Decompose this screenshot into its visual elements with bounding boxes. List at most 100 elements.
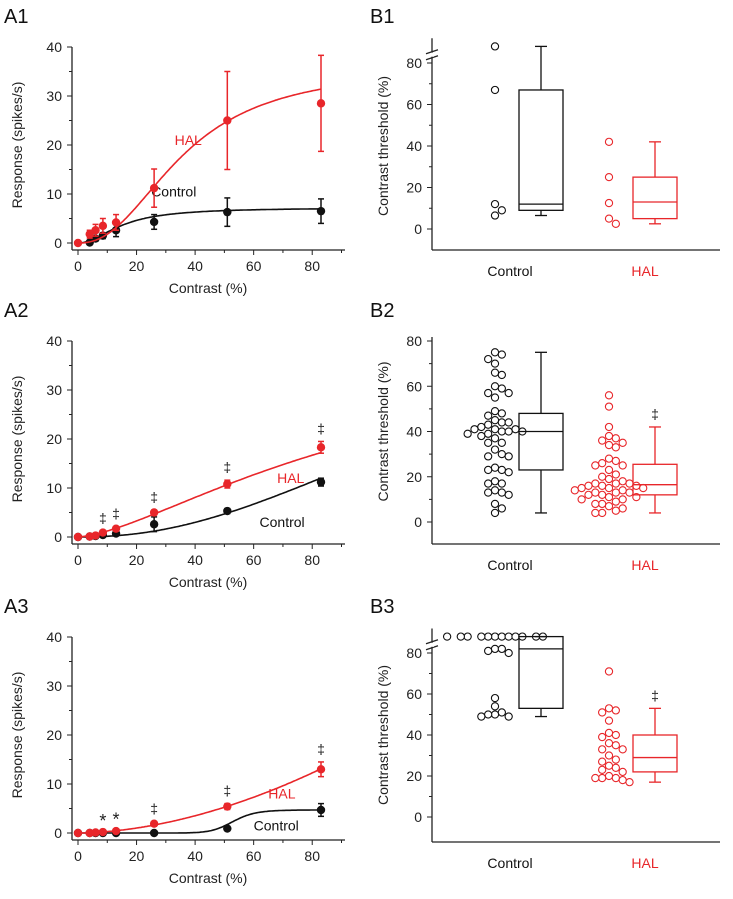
x-tick-label: 80 [304, 848, 320, 864]
category-label-hal: HAL [631, 557, 658, 573]
data-point-control [484, 411, 493, 420]
data-point-hal [604, 465, 614, 475]
y-tick-label: 60 [406, 686, 422, 702]
data-point-hal [618, 767, 627, 777]
data-point-control [490, 348, 500, 357]
x-tick-label: 60 [246, 552, 262, 568]
data-point-hal [604, 704, 614, 713]
data-point-hal [591, 479, 600, 488]
data-point-control [497, 384, 506, 393]
data-point-hal [604, 492, 614, 502]
data-point-hal [316, 765, 326, 774]
data-point-control [149, 217, 159, 227]
data-point-hal [604, 391, 614, 400]
significance-marker: * [113, 810, 120, 830]
data-point-control [504, 648, 513, 658]
x-tick-label: 40 [187, 258, 203, 274]
data-point-hal [591, 461, 600, 470]
data-point-control [490, 693, 500, 703]
data-point-hal [611, 497, 620, 506]
data-point-hal [611, 730, 620, 740]
data-point-control [490, 644, 500, 654]
x-tick-label: 0 [74, 848, 82, 864]
data-point-hal [625, 488, 634, 497]
x-tick-label: 40 [187, 552, 203, 568]
y-tick-label: 30 [46, 382, 62, 398]
data-point-hal [604, 761, 614, 770]
y-tick-label: 60 [406, 378, 422, 394]
x-tick-label: 20 [129, 552, 145, 568]
series-label-hal: HAL [277, 470, 304, 486]
data-point-control [504, 490, 513, 499]
data-point-control [504, 452, 513, 461]
data-point-hal [611, 741, 620, 750]
data-point-control [497, 206, 506, 215]
y-tick-label: 40 [406, 727, 422, 743]
data-point-control [504, 418, 513, 427]
box-control [518, 635, 564, 709]
y-tick-label: 80 [406, 645, 422, 661]
y-tick-label: 30 [46, 678, 62, 694]
x-tick-label: 40 [187, 848, 203, 864]
data-point-hal [223, 802, 232, 811]
data-point-hal [604, 214, 614, 223]
data-point-hal [598, 459, 607, 468]
y-tick-label: 0 [54, 529, 62, 545]
box-hal [632, 734, 678, 773]
data-point-control [490, 359, 500, 368]
data-point-hal [618, 461, 627, 470]
data-point-hal [618, 495, 627, 504]
y-axis-label: Contrast threshold (%) [375, 665, 391, 805]
data-point-hal [149, 819, 159, 828]
data-point-control [504, 468, 513, 477]
data-point-hal [98, 827, 108, 837]
data-point-control [484, 420, 493, 429]
y-tick-label: 40 [406, 138, 422, 154]
data-point-control [490, 702, 500, 711]
box-hal [632, 463, 678, 496]
data-point-hal [149, 508, 159, 517]
data-point-control [149, 828, 159, 838]
data-point-hal [73, 238, 83, 248]
data-point-hal [611, 755, 620, 764]
data-point-hal [111, 826, 121, 836]
data-point-hal [604, 667, 614, 676]
data-point-control [497, 479, 506, 488]
data-point-hal [591, 773, 600, 783]
panel-label: A3 [4, 596, 29, 618]
x-tick-label: 80 [304, 552, 320, 568]
y-tick-label: 20 [406, 768, 422, 784]
x-tick-label: 0 [74, 552, 82, 568]
data-point-control [497, 644, 506, 654]
data-point-hal [611, 488, 620, 497]
data-point-control [497, 409, 506, 418]
data-point-control [477, 431, 486, 441]
data-point-control [490, 499, 500, 509]
data-point-control [490, 42, 500, 51]
data-point-hal [618, 477, 627, 486]
data-point-control [490, 477, 500, 486]
y-tick-label: 30 [46, 88, 62, 104]
data-point-control [490, 710, 500, 719]
data-point-hal [611, 434, 620, 443]
y-tick-label: 80 [406, 55, 422, 71]
data-point-hal [98, 528, 108, 537]
box-control [518, 89, 564, 211]
data-point-control [511, 425, 520, 434]
data-point-control [316, 206, 326, 216]
data-point-hal [611, 506, 620, 515]
data-point-hal [611, 470, 620, 479]
y-tick-label: 80 [406, 333, 422, 349]
data-point-hal [625, 479, 634, 488]
data-point-control [490, 199, 500, 209]
y-axis-label: Response (spikes/s) [9, 376, 25, 503]
data-point-hal [598, 773, 607, 783]
data-point-hal [604, 198, 614, 208]
data-point-control [484, 388, 493, 398]
data-point-hal [611, 443, 620, 452]
y-axis-label: Response (spikes/s) [9, 672, 25, 799]
data-point-hal [604, 728, 614, 738]
series-label-control: Control [151, 183, 196, 199]
data-point-hal [604, 402, 614, 411]
panel-label: B1 [370, 6, 395, 28]
